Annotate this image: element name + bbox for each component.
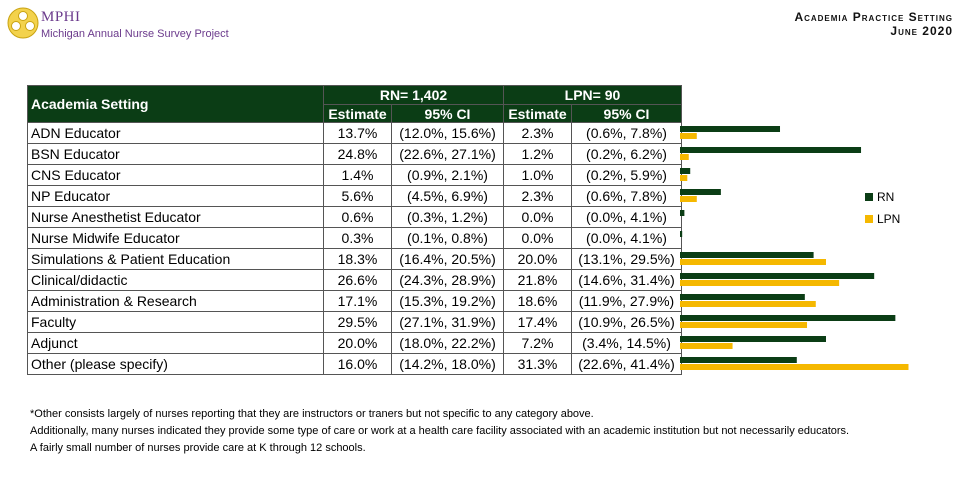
bar-rn-11	[680, 357, 797, 363]
lpn-estimate-cell: 1.2%	[503, 143, 572, 165]
lpn-ci-cell: (0.0%, 4.1%)	[571, 206, 682, 228]
lpn-ci-header: 95% CI	[571, 104, 682, 123]
table-row: Faculty 29.5% (27.1%, 31.9%) 17.4% (10.9%, 2…	[27, 311, 682, 333]
rn-estimate-header: Estimate	[323, 104, 392, 123]
rn-ci-cell: (12.0%, 15.6%)	[391, 122, 504, 144]
footnote-line-2: Additionally, many nurses indicated they…	[30, 425, 850, 437]
table-row: Clinical/didactic 26.6% (24.3%, 28.9%) 21.8…	[27, 269, 682, 291]
footnote-line-3: A fairly small number of nurses provide …	[30, 442, 366, 454]
rn-estimate-cell: 24.8%	[323, 143, 392, 165]
bar-rn-5	[680, 231, 683, 237]
bar-lpn-11	[680, 364, 909, 370]
report-title-line1: Academia Practice Setting	[794, 10, 953, 24]
setting-cell: Clinical/didactic	[27, 269, 324, 291]
setting-cell: Simulations & Patient Education	[27, 248, 324, 270]
table-row: Nurse Midwife Educator 0.3% (0.1%, 0.8%) 0.…	[27, 227, 682, 249]
rn-ci-cell: (14.2%, 18.0%)	[391, 353, 504, 375]
bar-lpn-8	[680, 301, 816, 307]
rn-ci-cell: (16.4%, 20.5%)	[391, 248, 504, 270]
rn-ci-cell: (15.3%, 19.2%)	[391, 290, 504, 312]
table-row: NP Educator 5.6% (4.5%, 6.9%) 2.3% (0.6%, 7.…	[27, 185, 682, 207]
bar-rn-2	[680, 168, 691, 174]
mphi-logo-icon	[7, 7, 39, 39]
lpn-estimate-header: Estimate	[503, 104, 572, 123]
bar-lpn-1	[680, 154, 689, 160]
lpn-ci-cell: (22.6%, 41.4%)	[571, 353, 682, 375]
org-name: MPHI	[41, 9, 81, 25]
lpn-ci-cell: (11.9%, 27.9%)	[571, 290, 682, 312]
table-row: Other (please specify) 16.0% (14.2%, 18.0%…	[27, 353, 682, 375]
bar-rn-0	[680, 126, 781, 132]
lpn-ci-cell: (0.6%, 7.8%)	[571, 122, 682, 144]
lpn-ci-cell: (0.0%, 4.1%)	[571, 227, 682, 249]
table-row: BSN Educator 24.8% (22.6%, 27.1%) 1.2% (0.2%…	[27, 143, 682, 165]
lpn-ci-cell: (10.9%, 26.5%)	[571, 311, 682, 333]
bar-rn-10	[680, 336, 826, 342]
table-body: ADN Educator 13.7% (12.0%, 15.6%) 2.3% (0.6%…	[27, 122, 682, 375]
bar-rn-9	[680, 315, 896, 321]
lpn-ci-cell: (13.1%, 29.5%)	[571, 248, 682, 270]
bar-rn-6	[680, 252, 814, 258]
bar-rn-4	[680, 210, 685, 216]
report-title: Academia Practice Setting June 2020	[794, 10, 953, 38]
table-row: CNS Educator 1.4% (0.9%, 2.1%) 1.0% (0.2%, 5…	[27, 164, 682, 186]
bar-lpn-10	[680, 343, 733, 349]
setting-column-header: Academia Setting	[27, 85, 324, 123]
bar-rn-3	[680, 189, 721, 195]
lpn-ci-cell: (14.6%, 31.4%)	[571, 269, 682, 291]
bar-rn-8	[680, 294, 805, 300]
lpn-estimate-cell: 31.3%	[503, 353, 572, 375]
bar-rn-7	[680, 273, 875, 279]
bar-lpn-2	[680, 175, 688, 181]
rn-ci-cell: (27.1%, 31.9%)	[391, 311, 504, 333]
table-row: Nurse Anesthetist Educator 0.6% (0.3%, 1.2…	[27, 206, 682, 228]
rn-ci-header: 95% CI	[391, 104, 504, 123]
org-subtitle: Michigan Annual Nurse Survey Project	[41, 28, 229, 40]
lpn-ci-cell: (0.6%, 7.8%)	[571, 185, 682, 207]
rn-estimate-cell: 1.4%	[323, 164, 392, 186]
bar-lpn-9	[680, 322, 808, 328]
setting-cell: Other (please specify)	[27, 353, 324, 375]
bar-lpn-6	[680, 259, 826, 265]
bar-rn-1	[680, 147, 862, 153]
academia-setting-table: Academia Setting RN= 1,402 LPN= 90 Estim…	[27, 85, 682, 375]
bar-lpn-3	[680, 196, 697, 202]
legend-lpn-swatch	[865, 215, 873, 223]
table-row: ADN Educator 13.7% (12.0%, 15.6%) 2.3% (0.6%…	[27, 122, 682, 144]
legend-rn-label: RN	[877, 190, 895, 204]
lpn-estimate-cell: 21.8%	[503, 269, 572, 291]
report-title-line2: June 2020	[890, 24, 953, 38]
rn-estimate-cell: 17.1%	[323, 290, 392, 312]
footnote-line-1: *Other consists largely of nurses report…	[30, 408, 594, 420]
legend-rn-swatch	[865, 193, 873, 201]
lpn-estimate-cell: 2.3%	[503, 122, 572, 144]
rn-estimate-cell: 16.0%	[323, 353, 392, 375]
legend-lpn-label: LPN	[877, 212, 901, 226]
footnote: *Other consists largely of nurses report…	[30, 406, 849, 457]
lpn-estimate-cell: 1.0%	[503, 164, 572, 186]
bar-lpn-0	[680, 133, 697, 139]
lpn-estimate-cell: 2.3%	[503, 185, 572, 207]
bar-lpn-7	[680, 280, 840, 286]
